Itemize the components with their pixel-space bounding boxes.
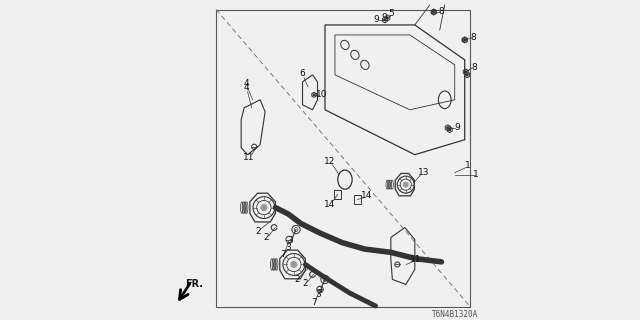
Text: 9: 9 xyxy=(374,15,380,24)
Text: 2: 2 xyxy=(294,275,300,284)
Text: 7: 7 xyxy=(280,250,286,259)
Text: 2: 2 xyxy=(255,227,261,236)
Text: 10: 10 xyxy=(316,90,327,99)
Circle shape xyxy=(447,127,449,129)
Circle shape xyxy=(464,39,465,41)
Circle shape xyxy=(449,129,451,131)
Circle shape xyxy=(387,17,388,19)
Text: 12: 12 xyxy=(324,157,335,166)
Text: 8: 8 xyxy=(471,33,477,43)
Circle shape xyxy=(291,261,297,267)
Circle shape xyxy=(433,11,435,13)
Text: 3: 3 xyxy=(316,286,322,295)
Text: 9: 9 xyxy=(381,13,387,22)
Circle shape xyxy=(467,74,468,76)
Text: 13: 13 xyxy=(417,168,429,177)
Circle shape xyxy=(261,205,267,211)
Text: 3: 3 xyxy=(285,243,291,252)
Bar xyxy=(216,10,470,307)
Text: 4: 4 xyxy=(244,83,250,92)
Text: 11: 11 xyxy=(243,153,255,162)
Text: 3: 3 xyxy=(315,290,321,299)
Circle shape xyxy=(464,39,465,41)
Circle shape xyxy=(313,94,315,96)
Text: 14: 14 xyxy=(324,200,335,209)
Text: 7: 7 xyxy=(311,298,317,307)
Text: 5: 5 xyxy=(388,10,394,19)
Circle shape xyxy=(433,11,435,13)
Text: 4: 4 xyxy=(244,79,250,88)
Text: T6N4B1320A: T6N4B1320A xyxy=(431,310,478,319)
Text: 6: 6 xyxy=(299,69,305,78)
Text: 2: 2 xyxy=(264,233,269,242)
Text: 2: 2 xyxy=(303,279,308,288)
Text: 9: 9 xyxy=(454,123,460,132)
Text: 14: 14 xyxy=(361,191,372,200)
Text: 3: 3 xyxy=(287,236,293,245)
Bar xyxy=(354,195,361,204)
Text: 11: 11 xyxy=(410,255,422,264)
Circle shape xyxy=(465,71,467,73)
Text: FR.: FR. xyxy=(185,279,204,289)
Text: 8: 8 xyxy=(471,63,477,72)
Text: 8: 8 xyxy=(438,7,444,16)
Text: 1: 1 xyxy=(474,170,479,179)
Bar xyxy=(334,190,341,199)
Circle shape xyxy=(384,19,386,21)
Text: 1: 1 xyxy=(465,161,470,170)
Circle shape xyxy=(404,182,408,187)
